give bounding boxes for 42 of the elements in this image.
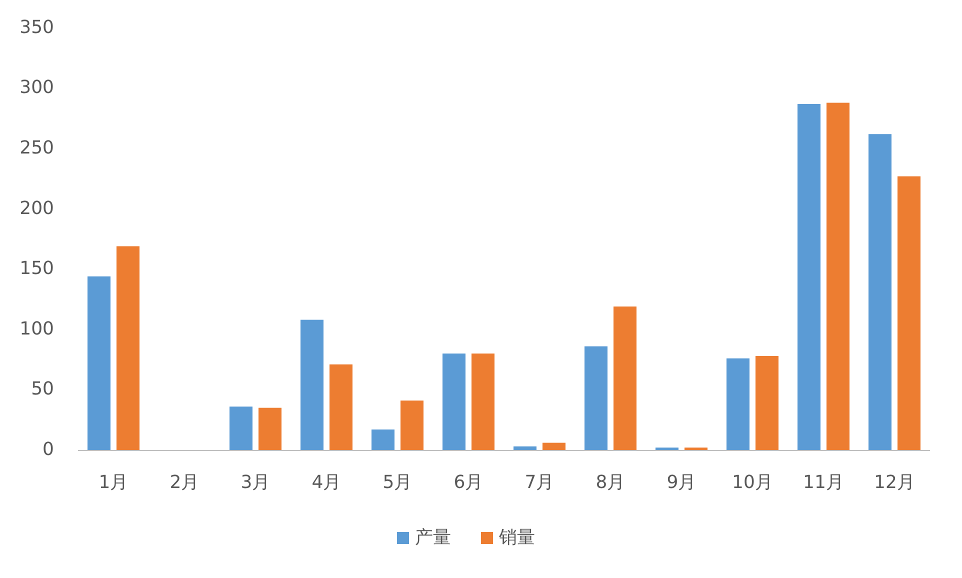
bar [88,276,110,450]
bar [400,400,424,450]
x-tick-label: 6月 [454,472,484,493]
y-tick-label: 200 [20,198,54,219]
bar [116,246,140,450]
bar [514,446,536,450]
bar [442,354,466,450]
legend-label: 销量 [498,526,535,548]
bar [898,176,920,450]
y-tick-label: 350 [20,16,54,38]
x-tick-label: 10月 [732,472,773,493]
bar [300,320,324,450]
y-tick-label: 0 [42,438,54,460]
y-tick-label: 150 [20,258,54,280]
x-tick-label: 12月 [874,472,915,493]
x-tick-label: 11月 [803,472,844,493]
bar [258,408,282,450]
bar [230,406,252,450]
bar [472,354,494,450]
x-tick-label: 4月 [312,472,342,493]
x-tick-label: 5月 [382,472,412,493]
x-tick-label: 9月 [666,472,696,493]
x-tick-label: 2月 [170,472,200,493]
bar [726,358,750,450]
bar [542,442,566,450]
y-tick-label: 100 [20,318,54,340]
x-tick-label: 7月 [524,472,554,493]
bar [330,364,352,450]
y-tick-label: 300 [20,77,54,98]
bar [868,134,892,450]
bar [614,306,636,450]
y-tick-label: 250 [20,137,54,158]
bar [584,346,608,450]
x-tick-label: 3月 [240,472,270,493]
bar [372,430,394,450]
y-tick-label: 50 [31,378,54,400]
bar [826,102,850,450]
x-tick-label: 1月 [98,472,128,493]
legend-label: 产量 [415,526,451,548]
bar [798,104,820,450]
x-tick-label: 8月 [596,472,626,493]
bar [756,356,778,450]
